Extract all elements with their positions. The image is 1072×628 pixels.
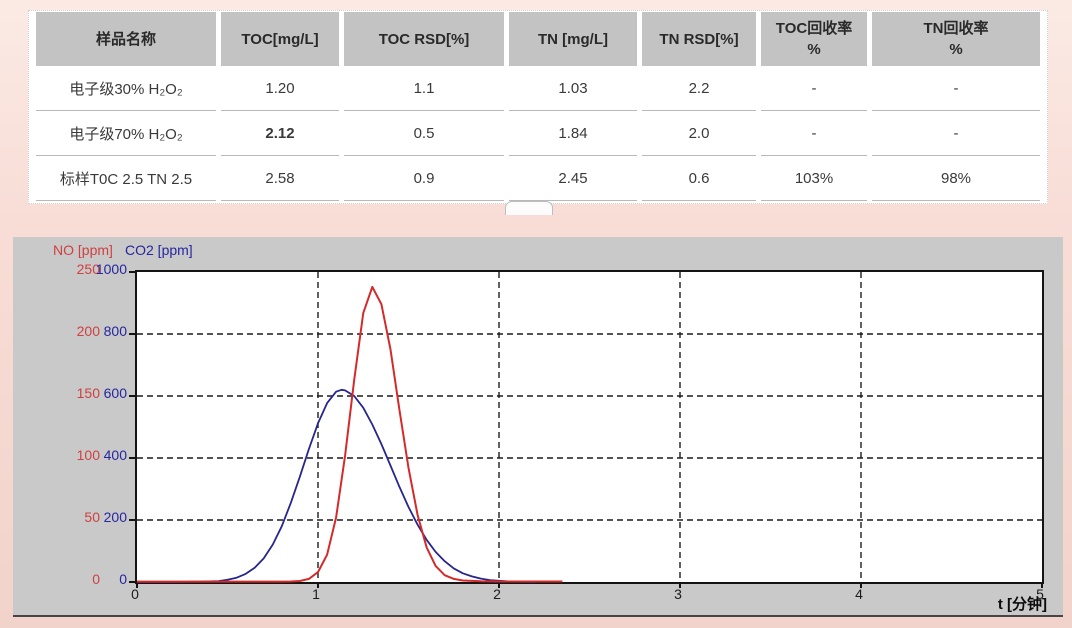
cell-sample-name: 电子级70% H₂O₂	[36, 110, 216, 155]
column-header-tn-rsd: TN RSD[%]	[642, 12, 756, 66]
table-header-row: 样品名称 TOC[mg/L] TOC RSD[%] TN [mg/L] TN R…	[36, 12, 1040, 66]
column-header-tn-recovery: TN回收率 %	[872, 12, 1040, 66]
cell-tn-recovery: -	[872, 66, 1040, 110]
x-tick-label: 3	[674, 586, 682, 602]
cell-tn-recovery: 98%	[872, 155, 1040, 201]
column-header-tn: TN [mg/L]	[509, 12, 637, 66]
cell-toc-rsd: 0.5	[344, 110, 504, 155]
cell-toc-rsd: 1.1	[344, 66, 504, 110]
cell-toc-recovery: -	[761, 66, 867, 110]
x-tick-label: 0	[131, 586, 139, 602]
co2-tick-label: 400	[103, 447, 127, 463]
no-axis-label: NO [ppm]	[53, 242, 113, 258]
column-header-sample-name: 样品名称	[36, 12, 216, 66]
co2-axis-label: CO2 [ppm]	[125, 242, 193, 258]
x-tick-label: 1	[312, 586, 320, 602]
co2-tick-label: 1000	[95, 261, 127, 277]
cell-toc-recovery: -	[761, 110, 867, 155]
co2-tick-label: 200	[103, 509, 127, 525]
x-axis-title: t [分钟]	[997, 596, 1047, 613]
x-tick-label: 2	[493, 586, 501, 602]
no-tick-label: 150	[76, 385, 100, 401]
cell-tn: 1.84	[509, 110, 637, 155]
cell-sample-name: 标样T0C 2.5 TN 2.5	[36, 155, 216, 201]
co2-tick-label: 600	[103, 385, 127, 401]
cell-sample-name: 电子级30% H₂O₂	[36, 66, 216, 110]
chart-canvas	[129, 271, 1043, 588]
column-header-toc: TOC[mg/L]	[221, 12, 339, 66]
cell-toc-recovery: 103%	[761, 155, 867, 201]
co2-curve	[137, 388, 536, 583]
cell-tn: 1.03	[509, 66, 637, 110]
no-tick-label: 0	[92, 571, 100, 587]
table-row: 电子级70% H₂O₂ 2.12 0.5 1.84 2.0 - -	[36, 110, 1040, 155]
table-row: 电子级30% H₂O₂ 1.20 1.1 1.03 2.2 - -	[36, 66, 1040, 110]
plot-area	[129, 270, 1044, 588]
no-tick-label: 250	[76, 261, 100, 277]
x-tick-label: 5	[1036, 586, 1044, 602]
no-tick-label: 200	[76, 323, 100, 339]
cell-toc: 1.20	[221, 66, 339, 110]
no-tick-label: 50	[84, 509, 100, 525]
no-tick-label: 100	[76, 447, 100, 463]
cell-tn-rsd: 2.2	[642, 66, 756, 110]
panel-tab-handle[interactable]	[505, 201, 553, 215]
table-row: 标样T0C 2.5 TN 2.5 2.58 0.9 2.45 0.6 103% …	[36, 155, 1040, 201]
co2-tick-label: 800	[103, 323, 127, 339]
column-header-toc-recovery: TOC回收率 %	[761, 12, 867, 66]
cell-tn-rsd: 2.0	[642, 110, 756, 155]
cell-tn-rsd: 0.6	[642, 155, 756, 201]
co2-tick-label: 0	[119, 571, 127, 587]
results-table: 样品名称 TOC[mg/L] TOC RSD[%] TN [mg/L] TN R…	[28, 10, 1048, 204]
no-curve	[137, 285, 563, 583]
x-tick-label: 4	[855, 586, 863, 602]
chromatogram-panel: NO [ppm] CO2 [ppm] 250 200 150 100 50 0 1000 8…	[13, 237, 1063, 617]
cell-tn: 2.45	[509, 155, 637, 201]
cell-tn-recovery: -	[872, 110, 1040, 155]
cell-toc-rsd: 0.9	[344, 155, 504, 201]
cell-toc: 2.58	[221, 155, 339, 201]
column-header-toc-rsd: TOC RSD[%]	[344, 12, 504, 66]
cell-toc-highlighted: 2.12	[221, 110, 339, 155]
